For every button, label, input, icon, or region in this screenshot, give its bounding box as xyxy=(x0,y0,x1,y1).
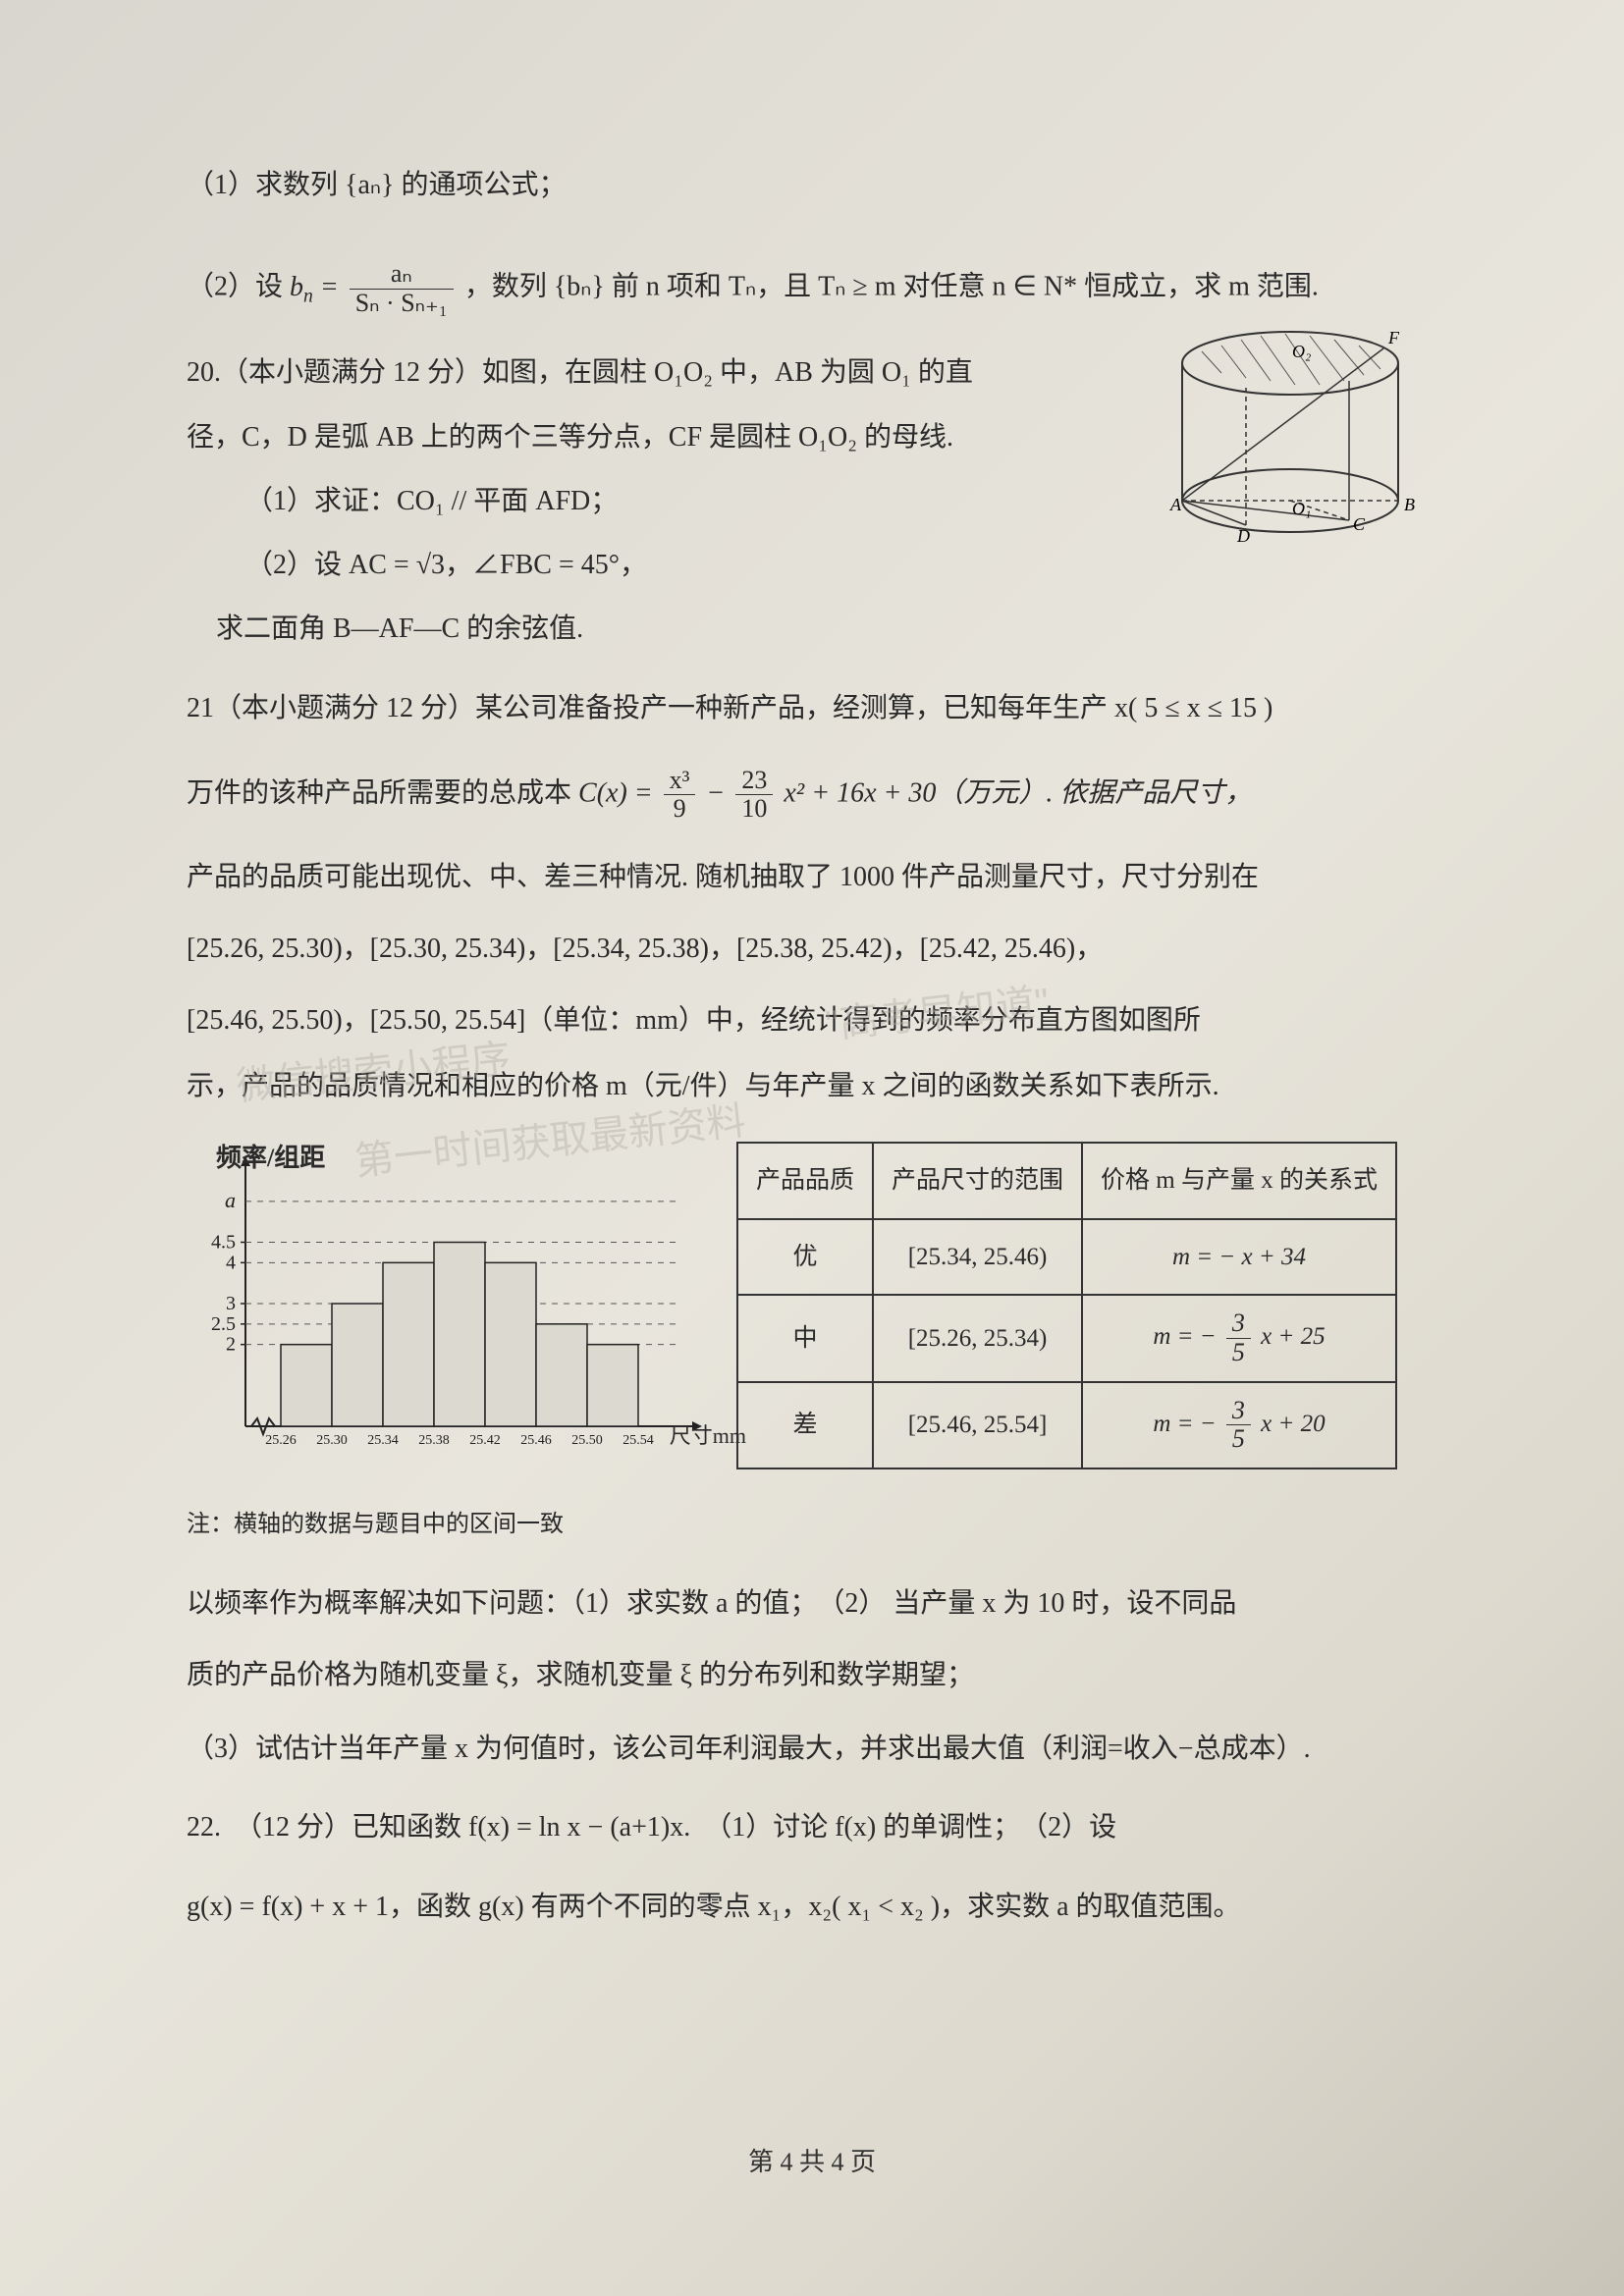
ylabel: 频率/组距 xyxy=(216,1134,325,1182)
label-D: D xyxy=(1236,526,1250,546)
hist-caption: 注：横轴的数据与题目中的区间一致 xyxy=(187,1503,707,1548)
cost-frac2: 23 10 xyxy=(731,767,777,824)
bn-frac: aₙ Sₙ · Sₙ₊₁ xyxy=(346,260,458,317)
table-row: 差 [25.46, 25.54] m = − 3 5 x + 20 xyxy=(737,1382,1396,1468)
q19-p2-mid: ，数列 {bₙ} 前 n 项和 Tₙ，且 Tₙ ≥ m 对任意 n ∈ N* 恒… xyxy=(464,272,1319,302)
label-A: A xyxy=(1169,495,1182,514)
bn-num: aₙ xyxy=(350,260,454,290)
label-O2: O₂ xyxy=(1292,342,1311,361)
q22-l1: 22. （12 分）已知函数 f(x) = ln x − (a+1)x. （1）… xyxy=(187,1801,1437,1853)
svg-text:25.46: 25.46 xyxy=(520,1433,552,1448)
svg-text:25.50: 25.50 xyxy=(571,1433,603,1448)
cell-quality: 中 xyxy=(737,1295,873,1381)
svg-text:2.5: 2.5 xyxy=(211,1313,236,1335)
label-B: B xyxy=(1404,495,1415,514)
price-table: 产品品质 产品尺寸的范围 价格 m 与产量 x 的关系式 优 [25.34, 2… xyxy=(736,1142,1397,1468)
q21-tail1: 以频率作为概率解决如下问题：（1）求实数 a 的值； （2） 当产量 x 为 1… xyxy=(187,1577,1437,1629)
q22-l2: g(x) = f(x) + x + 1，函数 g(x) 有两个不同的零点 x₁，… xyxy=(187,1881,1437,1933)
cost-rest: x² + 16x + 30（万元）. 依据产品尺寸， xyxy=(784,777,1252,808)
q21-tail2: 质的产品价格为随机变量 ξ，求随机变量 ξ 的分布列和数学期望； xyxy=(187,1649,1437,1701)
table-row: 优 [25.34, 25.46) m = − x + 34 xyxy=(737,1219,1396,1296)
svg-text:25.42: 25.42 xyxy=(469,1433,501,1448)
q21-intervals2: [25.46, 25.50)，[25.50, 25.54]（单位：mm）中，经统… xyxy=(187,994,1437,1046)
cell-rel: m = − x + 34 xyxy=(1082,1219,1396,1296)
th-rel: 价格 m 与产量 x 的关系式 xyxy=(1082,1143,1396,1219)
q20-p3: 求二面角 B—AF—C 的余弦值. xyxy=(187,603,1437,655)
label-C: C xyxy=(1353,514,1366,534)
page-content: （1）求数列 {aₙ} 的通项公式； （2）设 bn = aₙ Sₙ · Sₙ₊… xyxy=(187,159,1437,1933)
svg-text:3: 3 xyxy=(226,1293,236,1314)
exam-page: （1）求数列 {aₙ} 的通项公式； （2）设 bn = aₙ Sₙ · Sₙ₊… xyxy=(0,0,1624,2296)
histogram: 频率/组距 22.5344.5a25.2625.3025.3425.3825.4… xyxy=(187,1142,707,1495)
q21-intervals: [25.26, 25.30)，[25.30, 25.34)，[25.34, 25… xyxy=(187,923,1437,975)
cell-range: [25.46, 25.54] xyxy=(873,1382,1082,1468)
cell-quality: 优 xyxy=(737,1219,873,1296)
th-quality: 产品品质 xyxy=(737,1143,873,1219)
svg-text:25.38: 25.38 xyxy=(418,1433,450,1448)
cell-rel: m = − 3 5 x + 25 xyxy=(1082,1295,1396,1381)
svg-text:25.54: 25.54 xyxy=(623,1433,654,1448)
svg-text:25.30: 25.30 xyxy=(316,1433,348,1448)
q21-header: 21（本小题满分 12 分）某公司准备投产一种新产品，经测算，已知每年生产 x(… xyxy=(187,682,1437,734)
bn-eq: bn = xyxy=(290,272,346,302)
th-range: 产品尺寸的范围 xyxy=(873,1143,1082,1219)
cell-range: [25.34, 25.46) xyxy=(873,1219,1082,1296)
cost-lhs: C(x) = xyxy=(578,777,660,808)
histogram-block: 频率/组距 22.5344.5a25.2625.3025.3425.3825.4… xyxy=(187,1142,707,1548)
cost-frac1: x³ 9 xyxy=(660,767,700,824)
q21-l6: 示，产品的品质情况和相应的价格 m（元/件）与年产量 x 之间的函数关系如下表所… xyxy=(187,1060,1437,1112)
svg-text:4.5: 4.5 xyxy=(211,1232,236,1254)
label-F: F xyxy=(1387,328,1400,347)
q21-cost: 万件的该种产品所需要的总成本 C(x) = x³ 9 − 23 10 x² + … xyxy=(187,767,1437,824)
q21-l3: 产品的品质可能出现优、中、差三种情况. 随机抽取了 1000 件产品测量尺寸，尺… xyxy=(187,851,1437,903)
svg-text:25.26: 25.26 xyxy=(265,1433,297,1448)
label-O1: O₁ xyxy=(1292,499,1311,518)
q19-part2: （2）设 bn = aₙ Sₙ · Sₙ₊₁ ，数列 {bₙ} 前 n 项和 T… xyxy=(187,260,1437,317)
cell-quality: 差 xyxy=(737,1382,873,1468)
chart-table-row: 频率/组距 22.5344.5a25.2625.3025.3425.3825.4… xyxy=(187,1142,1437,1548)
q21-cost-pre: 万件的该种产品所需要的总成本 xyxy=(187,777,578,808)
svg-text:a: a xyxy=(225,1188,236,1212)
svg-text:4: 4 xyxy=(226,1253,236,1274)
cell-rel: m = − 3 5 x + 20 xyxy=(1082,1382,1396,1468)
table-row: 产品品质 产品尺寸的范围 价格 m 与产量 x 的关系式 xyxy=(737,1143,1396,1219)
q19-part1: （1）求数列 {aₙ} 的通项公式； xyxy=(187,159,1437,211)
cylinder-figure: O₂ F A B C D O₁ xyxy=(1153,314,1428,550)
q21-tail3: （3）试估计当年产量 x 为何值时，该公司年利润最大，并求出最大值（利润=收入−… xyxy=(187,1723,1437,1775)
bn-den: Sₙ · Sₙ₊₁ xyxy=(350,290,454,318)
svg-text:2: 2 xyxy=(226,1334,236,1356)
cell-range: [25.26, 25.34) xyxy=(873,1295,1082,1381)
q19-p2-pre: （2）设 xyxy=(187,272,290,302)
page-number: 第 4 共 4 页 xyxy=(748,2142,876,2178)
svg-text:25.34: 25.34 xyxy=(367,1433,399,1448)
x-unit: 尺寸mm xyxy=(670,1415,746,1457)
table-row: 中 [25.26, 25.34) m = − 3 5 x + 25 xyxy=(737,1295,1396,1381)
